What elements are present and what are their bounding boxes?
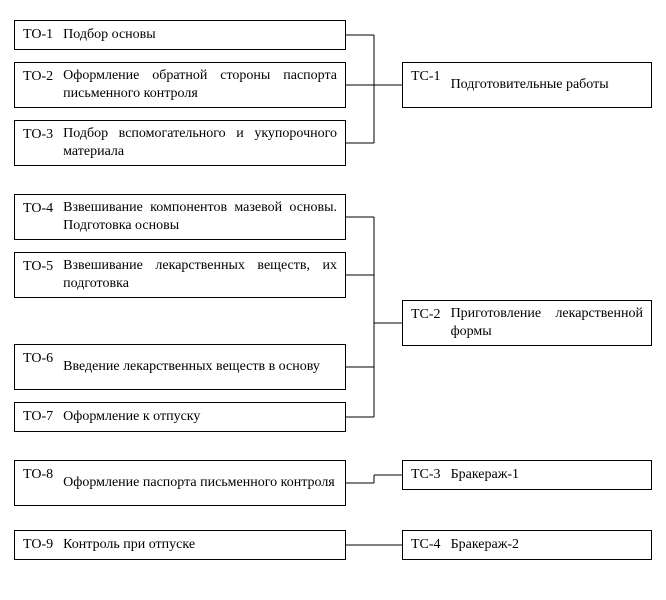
to-code: ТО-5 — [23, 259, 53, 275]
to-box: ТО-4 Взвешивание компонентов мазе­вой осн… — [14, 194, 346, 240]
tc-code: ТС-4 — [411, 537, 441, 553]
to-label: Оформление обратной стороны паспорта пис… — [63, 67, 337, 103]
tc-label: Подготовительные работы — [451, 76, 643, 94]
to-code: ТО-7 — [23, 409, 53, 425]
to-code: ТО-8 — [23, 467, 53, 483]
to-label: Подбор вспомогательного и уку­порочного … — [63, 125, 337, 161]
to-box: ТО-8 Оформление паспорта письмен­ного кон… — [14, 460, 346, 506]
to-box: ТО-9 Контроль при отпуске — [14, 530, 346, 560]
to-box: ТО-6 Введение лекарственных веществ в осн… — [14, 344, 346, 390]
tc-code: ТС-3 — [411, 467, 441, 483]
to-label: Подбор основы — [63, 26, 337, 44]
tc-box: ТС-3 Бракераж-1 — [402, 460, 652, 490]
to-label: Контроль при отпуске — [63, 536, 337, 554]
tc-box: ТС-1 Подготовительные работы — [402, 62, 652, 108]
to-box: ТО-2 Оформление обратной стороны паспорта… — [14, 62, 346, 108]
to-code: ТО-2 — [23, 69, 53, 85]
to-code: ТО-3 — [23, 127, 53, 143]
to-box: ТО-7 Оформление к отпуску — [14, 402, 346, 432]
to-label: Взвешивание компонентов мазе­вой основы.… — [63, 199, 337, 235]
to-box: ТО-5 Взвешивание лекарственных ве­ществ, … — [14, 252, 346, 298]
tc-label: Бракераж-2 — [451, 536, 643, 554]
to-box: ТО-3 Подбор вспомогательного и уку­порочн… — [14, 120, 346, 166]
tc-label: Бракераж-1 — [451, 466, 643, 484]
process-diagram: ТО-1 Подбор основы ТО-2 Оформление обратной… — [14, 20, 652, 580]
to-label: Оформление паспорта письмен­ного контрол… — [63, 474, 337, 492]
to-box: ТО-1 Подбор основы — [14, 20, 346, 50]
to-label: Введение лекарственных веществ в основу — [63, 358, 337, 376]
to-label: Оформление к отпуску — [63, 408, 337, 426]
tc-box: ТС-2 Приготовление ле­карственной формы — [402, 300, 652, 346]
to-code: ТО-9 — [23, 537, 53, 553]
tc-code: ТС-1 — [411, 69, 441, 85]
tc-box: ТС-4 Бракераж-2 — [402, 530, 652, 560]
to-label: Взвешивание лекарственных ве­ществ, их п… — [63, 257, 337, 293]
to-code: ТО-1 — [23, 27, 53, 43]
to-code: ТО-4 — [23, 201, 53, 217]
tc-code: ТС-2 — [411, 307, 441, 323]
to-code: ТО-6 — [23, 351, 53, 367]
tc-label: Приготовление ле­карственной формы — [451, 305, 643, 341]
